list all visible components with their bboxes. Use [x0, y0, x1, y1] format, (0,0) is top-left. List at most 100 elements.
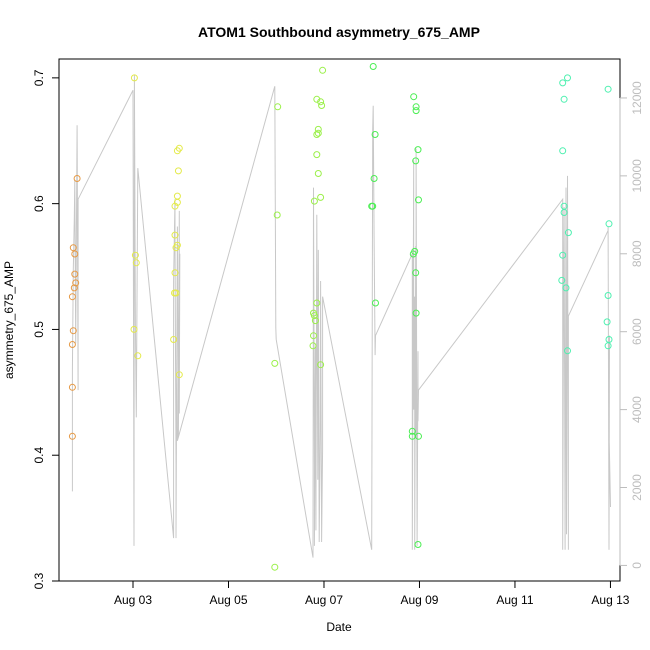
- data-point-s2-p5: [310, 332, 317, 340]
- data-point-s1-p3: [130, 325, 138, 333]
- data-point-s1-p12: [171, 202, 179, 210]
- data-point-s2-p0: [271, 563, 279, 571]
- data-point-s4-p8: [560, 202, 568, 210]
- data-point-s2-p6: [311, 317, 319, 325]
- data-point-s1-p10: [173, 241, 181, 249]
- data-point-s4-p12: [605, 336, 613, 343]
- data-point-s2-p17: [314, 125, 322, 133]
- x-tick-label-4: Aug 11: [496, 593, 533, 607]
- y-tick-label-2: 0.5: [32, 321, 46, 338]
- data-point-s3-p3: [371, 131, 379, 138]
- data-point-s2-p10: [317, 361, 325, 369]
- x-axis-label: Date: [326, 620, 352, 634]
- data-point-s1-p1: [132, 259, 140, 267]
- scatter-points-layer: [68, 63, 613, 571]
- data-point-s2-p1: [271, 359, 279, 367]
- data-point-s2-p8: [310, 309, 317, 317]
- data-point-s4-p15: [605, 220, 613, 228]
- data-point-s3-p17: [415, 432, 422, 440]
- y2-tick-label-4: 8000: [630, 240, 644, 267]
- data-point-s3-p10: [412, 269, 420, 277]
- y-tick-label-4: 0.7: [32, 69, 46, 86]
- data-point-s0-p4: [68, 293, 76, 301]
- data-point-s2-p13: [314, 170, 322, 177]
- data-point-s1-p7: [172, 289, 180, 297]
- y2-tick-label-1: 2000: [630, 474, 644, 501]
- data-point-s4-p5: [564, 74, 571, 82]
- data-point-s0-p1: [68, 383, 76, 391]
- y-axis-left: 0.3 0.4 0.5 0.6 0.7: [32, 69, 60, 589]
- data-point-s2-p14: [313, 151, 321, 159]
- x-tick-label-2: Aug 07: [305, 593, 343, 607]
- data-point-s4-p6: [562, 284, 570, 292]
- secondary-series-layer: [71, 74, 611, 558]
- data-point-s4-p2: [559, 147, 567, 155]
- data-point-s3-p14: [412, 103, 420, 111]
- data-point-s4-p0: [558, 276, 566, 284]
- y-tick-label-1: 0.4: [32, 447, 46, 464]
- secondary-series-line: [71, 74, 611, 558]
- data-point-s3-p1: [369, 202, 377, 210]
- y-tick-label-3: 0.6: [32, 195, 46, 212]
- data-point-s3-p4: [369, 63, 377, 70]
- data-point-s2-p2: [273, 211, 281, 219]
- y2-tick-label-3: 6000: [630, 318, 644, 345]
- x-tick-label-3: Aug 09: [400, 593, 438, 607]
- x-tick-label-0: Aug 03: [114, 593, 152, 607]
- y2-tick-label-2: 4000: [630, 396, 644, 423]
- data-point-s0-p5: [70, 284, 78, 292]
- data-point-s4-p16: [604, 85, 612, 93]
- data-point-s1-p0: [130, 74, 138, 82]
- data-point-s2-p20: [318, 102, 326, 109]
- data-point-s3-p5: [372, 299, 379, 307]
- data-point-s0-p2: [68, 341, 76, 348]
- data-point-s4-p1: [559, 251, 567, 259]
- data-point-s1-p4: [134, 352, 142, 360]
- data-point-s2-p12: [317, 193, 325, 201]
- y-tick-label-0: 0.3: [32, 572, 46, 589]
- data-point-s2-p19: [317, 98, 325, 106]
- data-point-s3-p12: [410, 93, 418, 101]
- data-point-s1-p14: [173, 192, 181, 200]
- data-point-s0-p8: [71, 250, 79, 258]
- data-point-s3-p15: [412, 309, 420, 317]
- data-point-s3-p18: [414, 541, 422, 548]
- chart-title: ATOM1 Southbound asymmetry_675_AMP: [198, 24, 480, 40]
- data-point-s3-p9: [411, 247, 419, 255]
- data-point-s1-p17: [175, 144, 183, 152]
- data-point-s0-p3: [69, 327, 77, 335]
- y2-tick-label-5: 10000: [630, 159, 644, 193]
- y-axis-right: 0 2000 4000 6000 8000 10000 12000: [619, 81, 644, 569]
- x-axis: Aug 03 Aug 05 Aug 07 Aug 09 Aug 11 Aug 13: [114, 580, 630, 607]
- data-point-s0-p0: [68, 432, 76, 440]
- data-point-s2-p16: [314, 129, 322, 137]
- data-point-s4-p4: [559, 79, 567, 87]
- data-point-s0-p10: [73, 175, 81, 182]
- y-axis-label: asymmetry_675_AMP: [2, 261, 16, 379]
- data-point-s2-p21: [319, 66, 327, 74]
- data-point-s4-p9: [564, 229, 572, 237]
- data-point-s2-p11: [310, 197, 318, 205]
- data-point-s4-p3: [560, 95, 568, 103]
- data-point-s0-p6: [72, 279, 80, 287]
- data-point-s3-p13: [412, 107, 420, 115]
- data-point-s1-p5: [170, 336, 178, 343]
- data-point-s1-p11: [171, 231, 179, 239]
- data-point-s1-p18: [175, 371, 183, 379]
- y2-tick-label-6: 12000: [630, 81, 644, 115]
- data-point-s2-p4: [309, 342, 317, 350]
- data-point-s3-p19: [415, 196, 422, 204]
- data-point-s3-p11: [412, 157, 420, 165]
- data-point-s4-p13: [603, 318, 611, 326]
- data-point-s0-p9: [69, 244, 77, 252]
- data-point-s2-p3: [274, 103, 282, 111]
- data-point-s1-p8: [171, 269, 179, 277]
- x-tick-label-1: Aug 05: [209, 593, 247, 607]
- data-point-s4-p14: [604, 292, 612, 299]
- data-point-s3-p2: [370, 175, 378, 182]
- data-point-s2-p9: [313, 299, 321, 307]
- data-point-s1-p2: [131, 251, 139, 259]
- data-point-s0-p7: [71, 270, 79, 278]
- x-tick-label-5: Aug 13: [591, 593, 629, 607]
